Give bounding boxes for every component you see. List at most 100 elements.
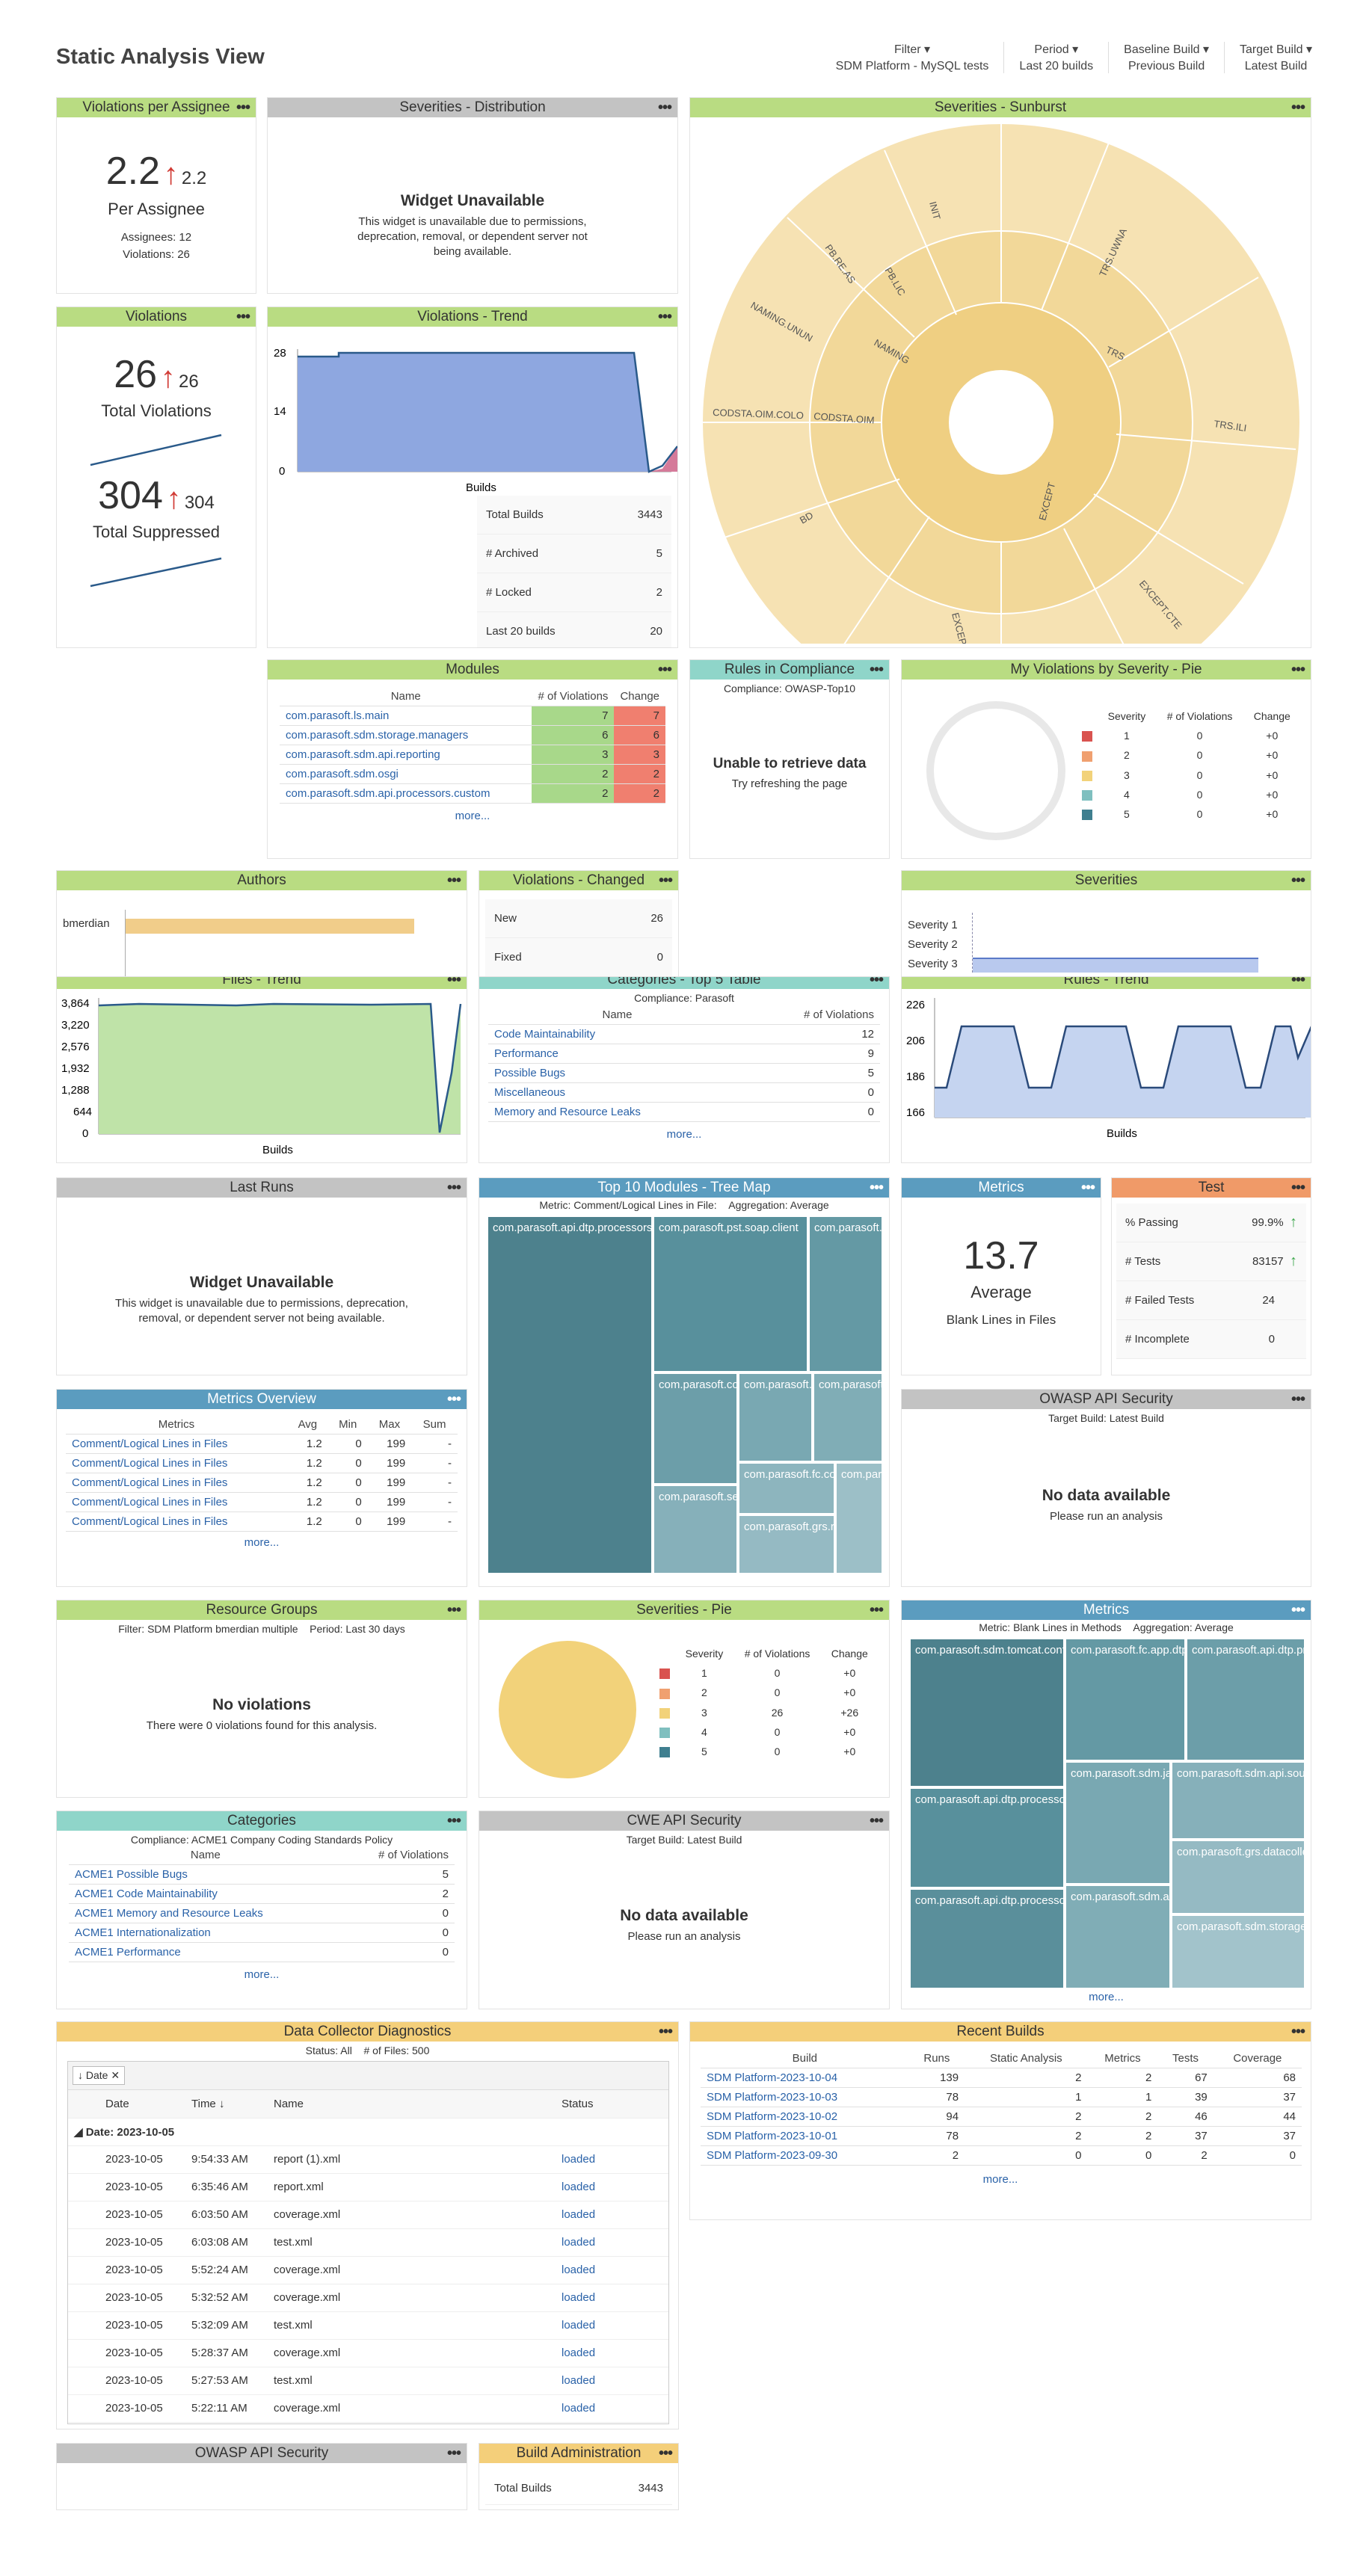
widget-severities-pie: Severities - Pie ••• Severity # of Violati…	[479, 1600, 890, 1798]
widget-header: OWASP API Security •••	[57, 2444, 467, 2463]
widget-header: Metrics •••	[902, 1600, 1311, 1620]
widget-header: Last Runs •••	[57, 1178, 467, 1198]
widget-menu-icon[interactable]: •••	[657, 309, 672, 325]
widget-menu-icon[interactable]: •••	[1291, 2024, 1305, 2040]
widget-menu-icon[interactable]: •••	[869, 976, 884, 988]
widget-menu-icon[interactable]: •••	[869, 1813, 884, 1829]
widget-menu-icon[interactable]: •••	[657, 99, 672, 116]
sort-down-icon: ↓	[218, 2097, 225, 2110]
widget-severities: Severities ••• Severity 1 Severity 2 Seve…	[901, 870, 1311, 977]
widget-menu-icon[interactable]: •••	[1291, 872, 1305, 889]
treemap-cell[interactable]: com.parasoft.api.dtp.processors	[487, 1215, 653, 1574]
column-header-name[interactable]: Name	[268, 2090, 556, 2119]
table-row: com.parasoft.sdm.osgi 2 2	[280, 764, 665, 784]
up-arrow-icon: ↑	[166, 482, 182, 515]
svg-text:3,220: 3,220	[61, 1019, 90, 1032]
widget-header: Resource Groups •••	[57, 1600, 467, 1620]
widget-menu-icon[interactable]: •••	[446, 1180, 461, 1196]
sunburst-chart[interactable]: INIT PB.LIC PB.RE.AS NAMING.UNUN CODSTA.…	[690, 120, 1311, 644]
sunburst-label: INIT	[927, 200, 943, 221]
widget-header: Files - Trend •••	[57, 977, 467, 989]
widget-menu-icon[interactable]: •••	[446, 2445, 461, 2462]
treemap-cell[interactable]: com.parasoft.sdm.storage.managers	[1171, 1914, 1305, 1989]
group-chip[interactable]: ↓ Date ✕	[73, 2066, 126, 2085]
widget-header: Test •••	[1112, 1178, 1311, 1198]
treemap-cell[interactable]: com.parasoft.concerto.serviceoptions.cor…	[653, 1372, 738, 1485]
treemap-cell[interactable]: com.parasoft.pst.core	[738, 1372, 813, 1462]
widget-menu-icon[interactable]: •••	[446, 1602, 461, 1618]
treemap-cell[interactable]: com.parasoft.api.dtp.processors.impl.cov…	[909, 1888, 1065, 1989]
widget-menu-icon[interactable]: •••	[446, 1391, 461, 1408]
widget-menu-icon[interactable]: •••	[1080, 1180, 1095, 1196]
treemap-cell[interactable]: com.parasoft.sdm.api.rawstorage	[1065, 1885, 1171, 1989]
treemap-cell[interactable]: com.parasoft.api.dtp.processors.impl.sql	[1186, 1638, 1305, 1761]
widget-menu-icon[interactable]: •••	[658, 2024, 673, 2040]
widget-menu-icon[interactable]: •••	[869, 662, 884, 678]
more-link[interactable]: more...	[666, 1128, 702, 1141]
table-row: SDM Platform-2023-10-02 94 2 2 46 44	[701, 2107, 1302, 2127]
widget-menu-icon[interactable]: •••	[1291, 662, 1305, 678]
column-header-date[interactable]: Date	[99, 2090, 185, 2119]
treemap-cell[interactable]: com.parasoft.grs.datacollector	[1171, 1840, 1305, 1914]
widget-menu-icon[interactable]: •••	[869, 1602, 884, 1618]
treemap-cell[interactable]: com.parasoft.pst.security.api	[813, 1372, 883, 1462]
treemap-cell[interactable]: com.parasoft.ls.application.api	[808, 1215, 883, 1372]
svg-text:Builds: Builds	[466, 481, 496, 494]
widget-menu-icon[interactable]: •••	[1291, 99, 1305, 116]
treemap-cell[interactable]: com.parasoft.sdm.tomcat.config	[909, 1638, 1065, 1787]
widget-menu-icon[interactable]: •••	[1291, 1602, 1305, 1618]
svg-text:3,864: 3,864	[61, 997, 90, 1010]
widget-menu-icon[interactable]: •••	[446, 976, 461, 988]
table-row: com.parasoft.sdm.api.reporting 3 3	[280, 745, 665, 765]
metrics-treemap-chart: com.parasoft.sdm.tomcat.config com.paras…	[909, 1638, 1305, 1989]
column-header-status[interactable]: Status	[556, 2090, 668, 2119]
treemap-cell[interactable]: com.parasoft.pst.soap.client	[653, 1215, 808, 1372]
treemap-cell[interactable]: com.parasoft.fc.core	[738, 1462, 835, 1515]
widget-last-runs: Last Runs ••• Widget Unavailable This widg…	[56, 1177, 467, 1375]
more-link[interactable]: more...	[244, 1536, 280, 1549]
widget-menu-icon[interactable]: •••	[1291, 1391, 1305, 1408]
close-icon[interactable]: ✕	[111, 2069, 120, 2081]
more-link[interactable]: more...	[982, 2173, 1018, 2186]
treemap-cell[interactable]: com.parasoft.sdm.api.sourcecontrol	[1171, 1761, 1305, 1840]
treemap-cell[interactable]: com.parasoft.fc.app.dtp	[1065, 1638, 1186, 1761]
treemap-cell[interactable]: com.parasoft.sdbuildnumber	[835, 1462, 883, 1574]
widget-menu-icon[interactable]: •••	[658, 2445, 673, 2462]
column-header-time[interactable]: Time ↓	[185, 2090, 268, 2119]
widget-violations-per-assignee: Violations per Assignee ••• 2.2 ↑ 2.2 Per…	[56, 97, 256, 294]
table-row: SDM Platform-2023-10-03 78 1 1 39 37	[701, 2087, 1302, 2107]
widget-owasp-api-security: OWASP API Security ••• Target Build: Late…	[901, 1389, 1311, 1587]
filter-dropdown[interactable]: Filter ▾ SDM Platform - MySQL tests	[821, 42, 1005, 73]
period-dropdown[interactable]: Period ▾ Last 20 builds	[1004, 42, 1110, 73]
author-bar[interactable]	[126, 919, 414, 934]
treemap-cell[interactable]: com.parasoft.api.dtp.processors.util	[909, 1787, 1065, 1888]
treemap-cell[interactable]: com.parasoft.grs.rserver	[738, 1515, 835, 1574]
widget-menu-icon[interactable]: •••	[446, 1813, 461, 1829]
more-link[interactable]: more...	[1089, 1991, 1124, 2003]
treemap-cell[interactable]: com.parasoft.security.ldap.api	[653, 1485, 738, 1574]
target-build-dropdown[interactable]: Target Build ▾ Latest Build	[1240, 43, 1312, 73]
widget-menu-icon[interactable]: •••	[1291, 1180, 1305, 1196]
widget-menu-icon[interactable]: •••	[657, 662, 672, 678]
widget-menu-icon[interactable]: •••	[658, 872, 673, 889]
widget-menu-icon[interactable]: •••	[236, 309, 250, 325]
severity-legend: Severity # of Violations Change 1 0 +0 2 0 +0 …	[653, 1644, 877, 1761]
widget-header: Severities •••	[902, 871, 1311, 890]
severities-pie-chart[interactable]	[493, 1635, 642, 1784]
collapse-icon[interactable]: ◢	[74, 2125, 83, 2139]
baseline-build-dropdown[interactable]: Baseline Build ▾ Previous Build	[1109, 42, 1225, 73]
svg-text:Builds: Builds	[1107, 1127, 1137, 1140]
widget-recent-builds: Recent Builds ••• Build Runs Static Analysi…	[689, 2021, 1311, 2220]
widget-menu-icon[interactable]: •••	[446, 872, 461, 889]
more-link[interactable]: more...	[455, 810, 490, 822]
widget-menu-icon[interactable]: •••	[1291, 976, 1305, 988]
severity-3-bar[interactable]	[973, 958, 1258, 973]
widget-severities-sunburst: Severities - Sunburst ••• INIT PB.LIC PB.…	[689, 97, 1311, 648]
metrics-overview-table: Metrics Avg Min Max Sum Comment/Logical Line…	[66, 1415, 458, 1532]
more-link[interactable]: more...	[244, 1968, 280, 1981]
treemap-cell[interactable]: com.parasoft.sdm.jarcheck	[1065, 1761, 1171, 1885]
widget-severities-distribution: Severities - Distribution ••• Widget Unav…	[267, 97, 678, 294]
widget-menu-icon[interactable]: •••	[236, 99, 250, 116]
build-stats: Total Builds 3443 # Archived 5 # Locked 2 L…	[477, 496, 671, 647]
widget-menu-icon[interactable]: •••	[869, 1180, 884, 1196]
